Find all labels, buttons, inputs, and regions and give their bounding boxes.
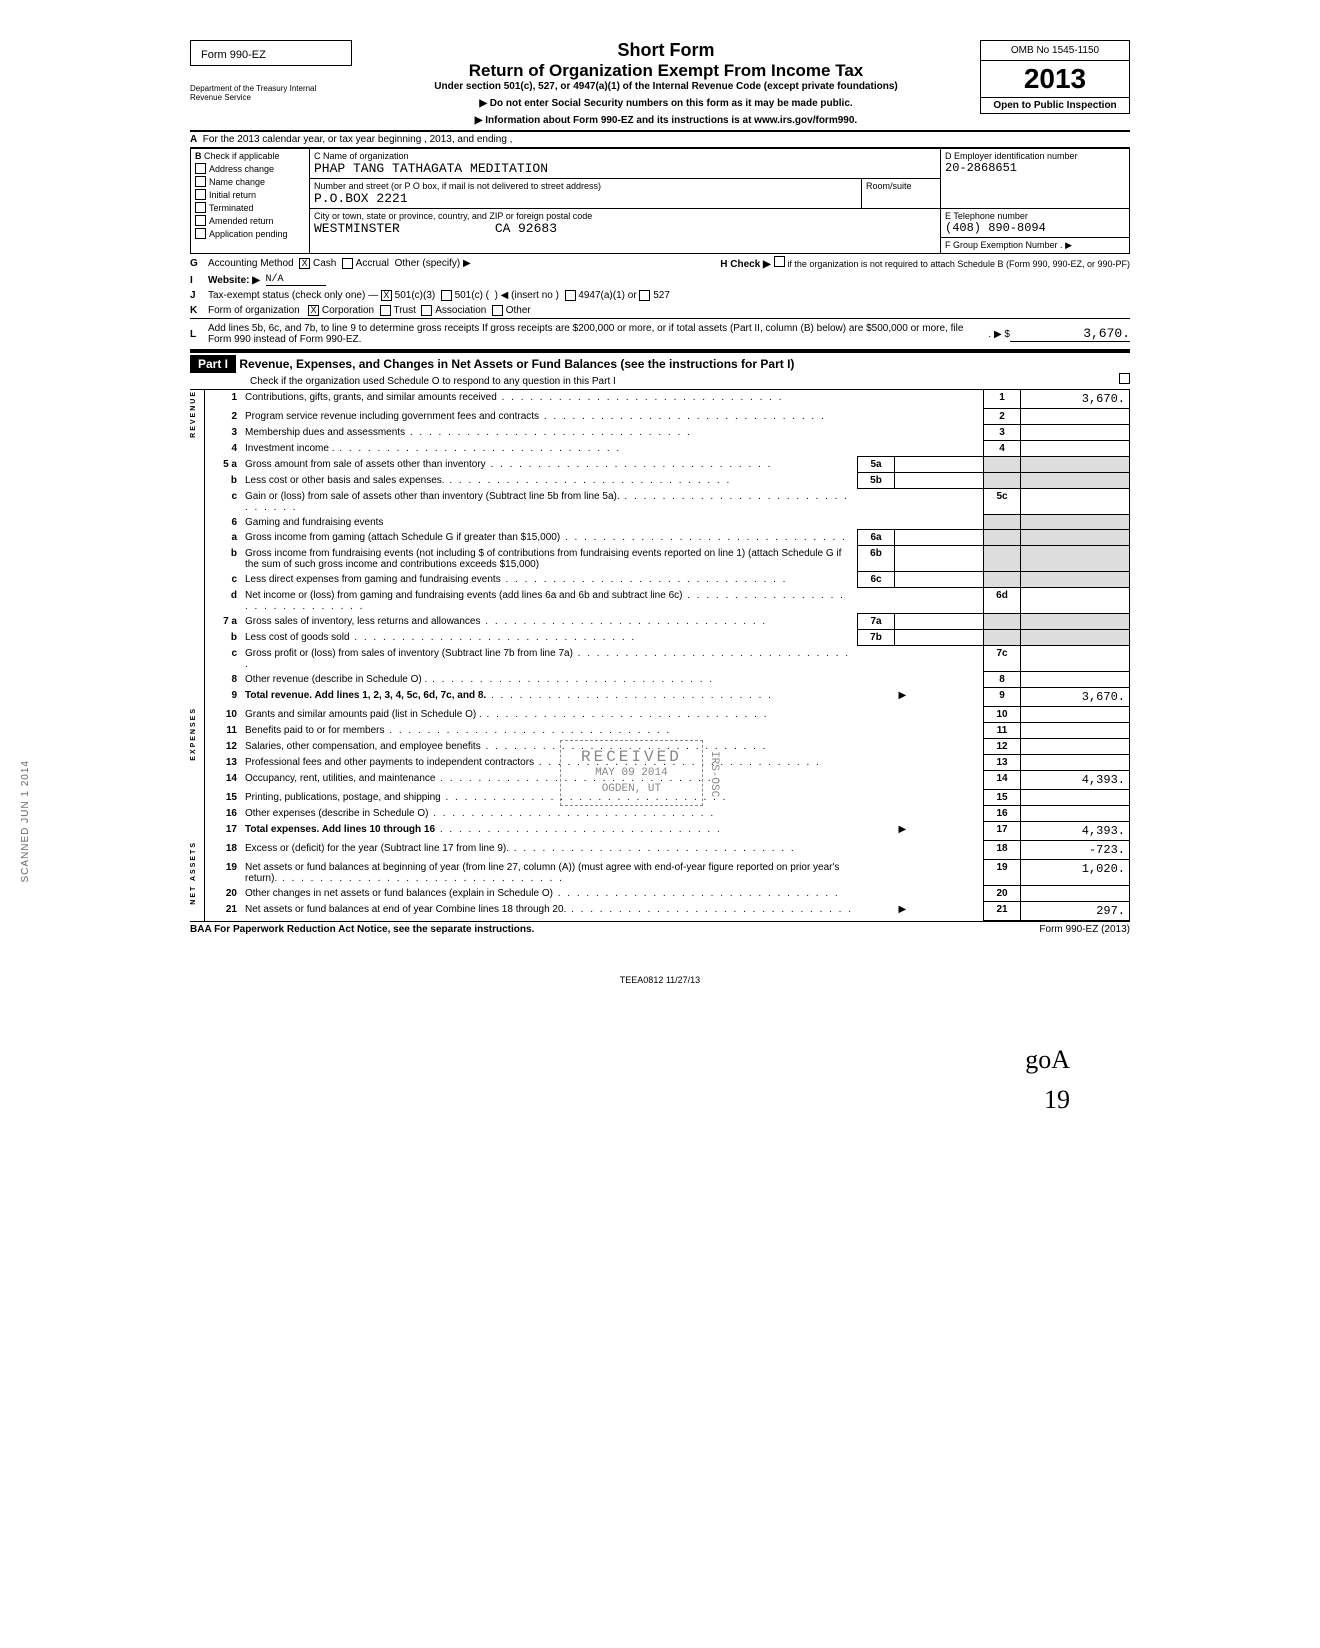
chk-501c[interactable] (441, 290, 452, 301)
phone: (408) 890-8094 (945, 221, 1046, 235)
chk-cash[interactable]: X (299, 258, 310, 269)
title-return: Return of Organization Exempt From Incom… (362, 61, 970, 81)
chk-accrual[interactable] (342, 258, 353, 269)
ein: 20-2868651 (945, 161, 1017, 175)
tax-year: 2013 (980, 61, 1130, 97)
chk-address[interactable]: Address change (195, 163, 305, 174)
city-label: City or town, state or province, country… (314, 211, 592, 221)
state: CA (495, 221, 511, 236)
val-17: 4,393. (1021, 822, 1130, 841)
org-name: PHAP TANG TATHAGATA MEDITATION (314, 161, 936, 176)
chk-name[interactable]: Name change (195, 176, 305, 187)
line-a-text: For the 2013 calendar year, or tax year … (203, 134, 513, 145)
part1-header: Part I Revenue, Expenses, and Changes in… (190, 351, 1130, 390)
footer-baa: BAA For Paperwork Reduction Act Notice, … (190, 924, 534, 935)
gross-receipts: 3,670. (1010, 326, 1130, 342)
part1-sub: Check if the organization used Schedule … (190, 376, 616, 387)
address: P.O.BOX 2221 (314, 191, 857, 206)
line-i: I Website: ▶ N/A (190, 272, 1130, 288)
chk-initial[interactable]: Initial return (195, 189, 305, 200)
note-ssn: ▶ Do not enter Social Security numbers o… (362, 98, 970, 109)
val-1: 3,670. (1021, 390, 1130, 409)
form-label: Form (201, 49, 227, 61)
chk-assoc[interactable] (421, 305, 432, 316)
side-revenue: REVENUE (190, 390, 197, 438)
chk-trust[interactable] (380, 305, 391, 316)
chk-h[interactable] (774, 256, 785, 267)
open-public: Open to Public Inspection (980, 97, 1130, 114)
header-right: OMB No 1545-1150 2013 Open to Public Ins… (980, 40, 1130, 114)
footer-form: Form 990-EZ (2013) (1039, 924, 1130, 935)
line-j: J Tax-exempt status (check only one) — X… (190, 288, 1130, 303)
footer: BAA For Paperwork Reduction Act Notice, … (190, 921, 1130, 935)
chk-schedule-o[interactable] (1119, 373, 1130, 384)
val-9: 3,670. (1021, 688, 1130, 707)
form-header: Form 990-EZ Department of the Treasury I… (190, 40, 1130, 132)
line-l: L Add lines 5b, 6c, and 7b, to line 9 to… (190, 319, 1130, 351)
chk-corp[interactable]: X (308, 305, 319, 316)
h-text: if the organization is not required to a… (787, 259, 1130, 269)
omb-number: OMB No 1545-1150 (980, 40, 1130, 61)
title-short-form: Short Form (362, 40, 970, 61)
margin-stamp: SCANNED JUN 1 2014 (20, 760, 31, 882)
header-center: Short Form Return of Organization Exempt… (352, 40, 980, 126)
handwritten-initial: goA (190, 1045, 1130, 1075)
chk-amended[interactable]: Amended return (195, 215, 305, 226)
line-k: K Form of organization X Corporation Tru… (190, 303, 1130, 319)
val-14: 4,393. (1021, 771, 1130, 790)
form-990ez-page: Form 990-EZ Department of the Treasury I… (190, 40, 1130, 1115)
h-label: H Check ▶ (720, 259, 770, 270)
part1-title: Revenue, Expenses, and Changes in Net As… (239, 357, 794, 371)
e-label: E Telephone number (945, 211, 1028, 221)
received-stamp: RECEIVED MAY 09 2014 OGDEN, UT IRS-OSC (560, 740, 703, 806)
part1-label: Part I (190, 355, 236, 373)
top-block: B Check if applicable Address change Nam… (190, 148, 1130, 254)
chk-527[interactable] (639, 290, 650, 301)
d-label: D Employer identification number (945, 151, 1078, 161)
form-number-box: Form 990-EZ (190, 40, 352, 66)
chk-501c3[interactable]: X (381, 290, 392, 301)
chk-other[interactable] (492, 305, 503, 316)
side-expenses: EXPENSES (190, 707, 197, 761)
val-18: -723. (1021, 841, 1130, 860)
zip: 92683 (518, 221, 557, 236)
department-label: Department of the Treasury Internal Reve… (190, 66, 330, 102)
city: WESTMINSTER (314, 221, 400, 236)
val-19: 1,020. (1021, 860, 1130, 886)
chk-terminated[interactable]: Terminated (195, 202, 305, 213)
chk-4947[interactable] (565, 290, 576, 301)
room-label: Room/suite (866, 181, 912, 191)
c-label: C Name of organization (314, 151, 409, 161)
footer-code: TEEA0812 11/27/13 (190, 975, 1130, 985)
f-label: F Group Exemption Number . (945, 240, 1063, 250)
website: N/A (266, 274, 326, 286)
part1-table: REVENUE 1Contributions, gifts, grants, a… (190, 390, 1130, 921)
handwritten-page: 19 (190, 1085, 1130, 1115)
note-info: ▶ Information about Form 990-EZ and its … (362, 115, 970, 126)
check-label: Check if applicable (204, 151, 280, 161)
chk-pending[interactable]: Application pending (195, 228, 305, 239)
form-number: 990-EZ (230, 49, 266, 61)
side-netassets: NET ASSETS (190, 841, 197, 905)
line-a: A For the 2013 calendar year, or tax yea… (190, 132, 1130, 148)
addr-label: Number and street (or P O box, if mail i… (314, 181, 601, 191)
subtitle: Under section 501(c), 527, or 4947(a)(1)… (362, 81, 970, 92)
line-g: G Accounting Method X Cash Accrual Other… (190, 254, 1130, 272)
irs-stamp: IRS-OSC (706, 751, 722, 797)
val-21: 297. (1021, 902, 1130, 921)
